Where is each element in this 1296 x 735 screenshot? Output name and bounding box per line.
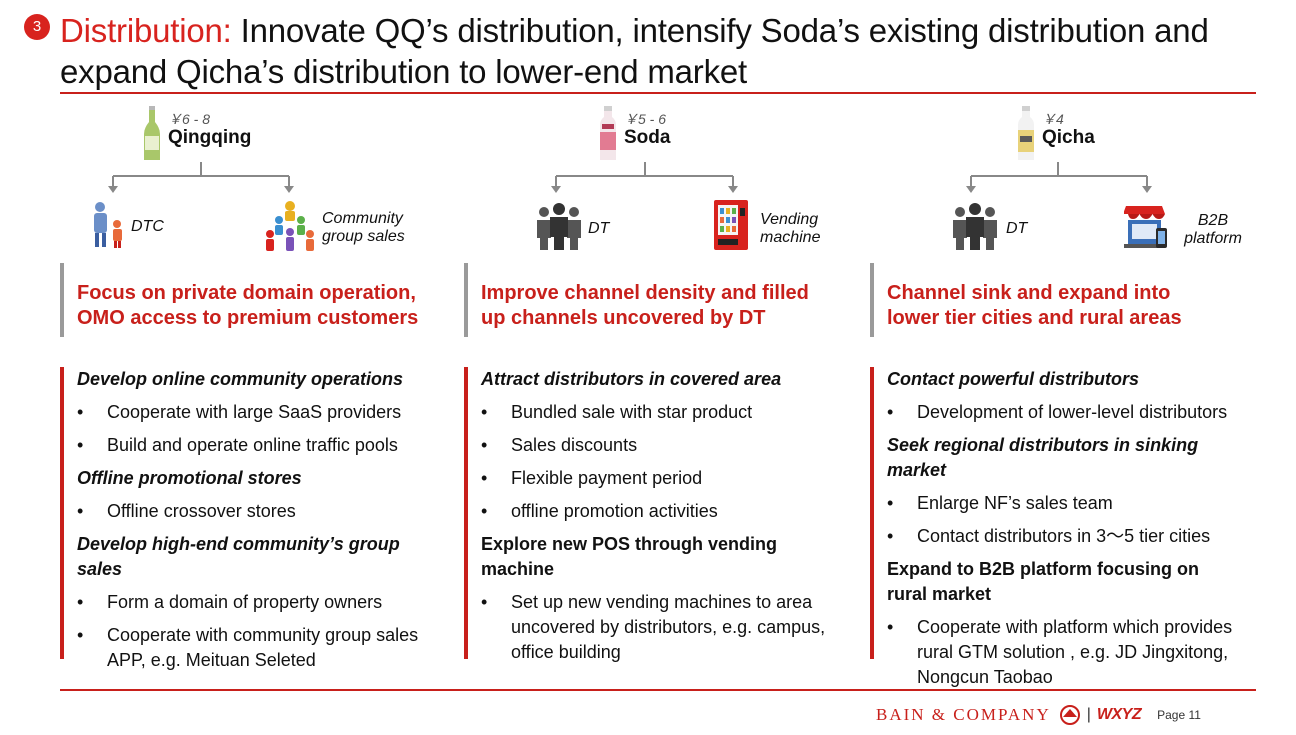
list-item: • Contact distributors in 3～5 tier cities [887, 526, 1211, 546]
list-item: • Sales discounts [481, 435, 638, 455]
strategy-heading: Focus on private domain operation, OMO a… [77, 281, 418, 331]
list-item: • offline promotion activities [481, 501, 718, 521]
list-item: • Cooperate with community group sales AP… [77, 625, 419, 670]
product-qingqing: ￥6 - 8 Qingqing [142, 106, 251, 162]
footer: BAIN & COMPANY | WXYZ Page 11 [876, 704, 1201, 726]
list-item-text: Cooperate with community group sales APP… [107, 625, 419, 670]
list-item-text: Sales discounts [511, 435, 638, 455]
heading-line: OMO access to premium customers [77, 307, 419, 329]
section-title: Develop high-end community’s group sales [77, 534, 400, 579]
tea-bottle-icon [1018, 106, 1034, 160]
strategy-heading-box: Channel sink and expand into lower tier … [870, 263, 1264, 337]
heading-line: Improve channel density and filled [481, 282, 809, 304]
action-list-box: Contact powerful distributors • Developme… [870, 367, 1264, 687]
strategy-heading-box: Improve channel density and filled up ch… [464, 263, 870, 337]
footer-divider [60, 689, 1256, 691]
list-item-text: Contact distributors in 3～5 tier cities [917, 526, 1211, 546]
storefront-icon [1124, 206, 1167, 248]
team-icon [953, 203, 997, 250]
product-price: ￥6 - 8 [168, 111, 211, 127]
soda-bottle-icon [600, 106, 616, 160]
action-list-box: Attract distributors in covered area • Bu… [464, 367, 870, 662]
strategy-heading-box: Focus on private domain operation, OMO a… [60, 263, 466, 337]
heading-line: up channels uncovered by DT [481, 307, 766, 329]
heading-line: Channel sink and expand into [887, 282, 1171, 304]
team-icon [537, 203, 581, 250]
section-title: Seek regional distributors in sinking ma… [887, 435, 1199, 480]
channel-label-dt: DT [1006, 220, 1028, 237]
channel-label-b2b-platform: B2B platform [1184, 212, 1242, 247]
list-item: • Set up new vending machines to area unc… [481, 592, 826, 662]
heading-line: lower tier cities and rural areas [887, 307, 1182, 329]
channel-label-vending-machine: Vending machine [760, 211, 821, 246]
action-list: Contact powerful distributors • Developme… [887, 367, 1261, 698]
list-item: • Form a domain of property owners [77, 592, 383, 612]
list-item: • Enlarge NF’s sales team [887, 493, 1113, 513]
list-item: • Build and operate online traffic pools [77, 435, 398, 455]
vending-machine-icon [714, 200, 748, 250]
list-item-text: Enlarge NF’s sales team [917, 493, 1113, 513]
list-item: • Bundled sale with star product [481, 402, 753, 422]
product-name: Qingqing [168, 127, 252, 148]
section-title: Expand to B2B platform focusing on rural… [887, 559, 1200, 604]
strategy-heading: Improve channel density and filled up ch… [481, 281, 809, 331]
list-item-text: Bundled sale with star product [511, 402, 753, 422]
product-soda: ￥5 - 6 Soda [598, 106, 670, 162]
channel-label-community-group-sales: Community group sales [322, 210, 405, 245]
column-qicha: ￥4 Qicha DT B2B platform Channel sink an… [870, 100, 1260, 687]
column-qingqing: ￥6 - 8 Qingqing DTC Community grou [60, 100, 462, 685]
company-logo-text: BAIN & COMPANY [876, 705, 1051, 724]
title-highlight: Distribution: [60, 12, 232, 49]
product-price: ￥4 [1042, 111, 1064, 127]
product-qicha: ￥4 Qicha [1016, 106, 1095, 162]
title-divider [60, 92, 1256, 94]
action-list-box: Develop online community operations • Coo… [60, 367, 466, 670]
list-item-text: Offline crossover stores [107, 501, 296, 521]
section-title: Develop online community operations [77, 369, 404, 389]
page-number: Page 11 [1157, 708, 1201, 722]
list-item: • Development of lower-level distributors [887, 402, 1228, 422]
list-item: • Cooperate with platform which provides … [887, 617, 1233, 687]
channel-tree-connector [966, 162, 1152, 193]
list-item: • Offline crossover stores [77, 501, 296, 521]
section-title: Offline promotional stores [77, 468, 302, 488]
list-item-text: Development of lower-level distributors [917, 402, 1228, 422]
column-soda: ￥5 - 6 Soda DT Vending machine [464, 100, 866, 685]
channel-tree-connector [551, 162, 738, 193]
community-group-icon [266, 201, 314, 251]
action-list: Attract distributors in covered area • Bu… [481, 367, 859, 673]
section-number-badge: 3 [24, 14, 50, 40]
section-title: Explore new POS through vending machine [481, 534, 778, 579]
product-name: Soda [624, 127, 671, 148]
bain-logo-icon [1059, 705, 1080, 725]
action-list: Develop online community operations • Coo… [77, 367, 447, 681]
channel-label-dtc: DTC [131, 218, 164, 235]
list-item-text: Cooperate with platform which provides r… [917, 617, 1233, 687]
list-item-text: Build and operate online traffic pools [107, 435, 398, 455]
footer-separator: | [1086, 706, 1091, 723]
list-item-text: Cooperate with large SaaS providers [107, 402, 402, 422]
list-item-text: offline promotion activities [511, 501, 718, 521]
list-item: • Flexible payment period [481, 468, 703, 488]
product-price: ￥5 - 6 [624, 111, 667, 127]
product-name: Qicha [1042, 127, 1095, 148]
channel-tree-connector [108, 162, 294, 193]
green-bottle-icon [144, 106, 160, 160]
partner-logo: WXYZ [1096, 706, 1142, 723]
family-icon [94, 202, 122, 248]
heading-line: Focus on private domain operation, [77, 282, 416, 304]
section-title: Contact powerful distributors [887, 369, 1139, 389]
page-title: Distribution: Innovate QQ’s distribution… [60, 10, 1280, 92]
section-title: Attract distributors in covered area [481, 369, 782, 389]
strategy-heading: Channel sink and expand into lower tier … [887, 281, 1182, 331]
title-text: Innovate QQ’s distribution, intensify So… [60, 12, 1209, 90]
list-item-text: Flexible payment period [511, 468, 703, 488]
channel-label-dt: DT [588, 220, 610, 237]
list-item: • Cooperate with large SaaS providers [77, 402, 402, 422]
list-item-text: Form a domain of property owners [107, 592, 383, 612]
list-item-text: Set up new vending machines to area unco… [511, 592, 826, 662]
